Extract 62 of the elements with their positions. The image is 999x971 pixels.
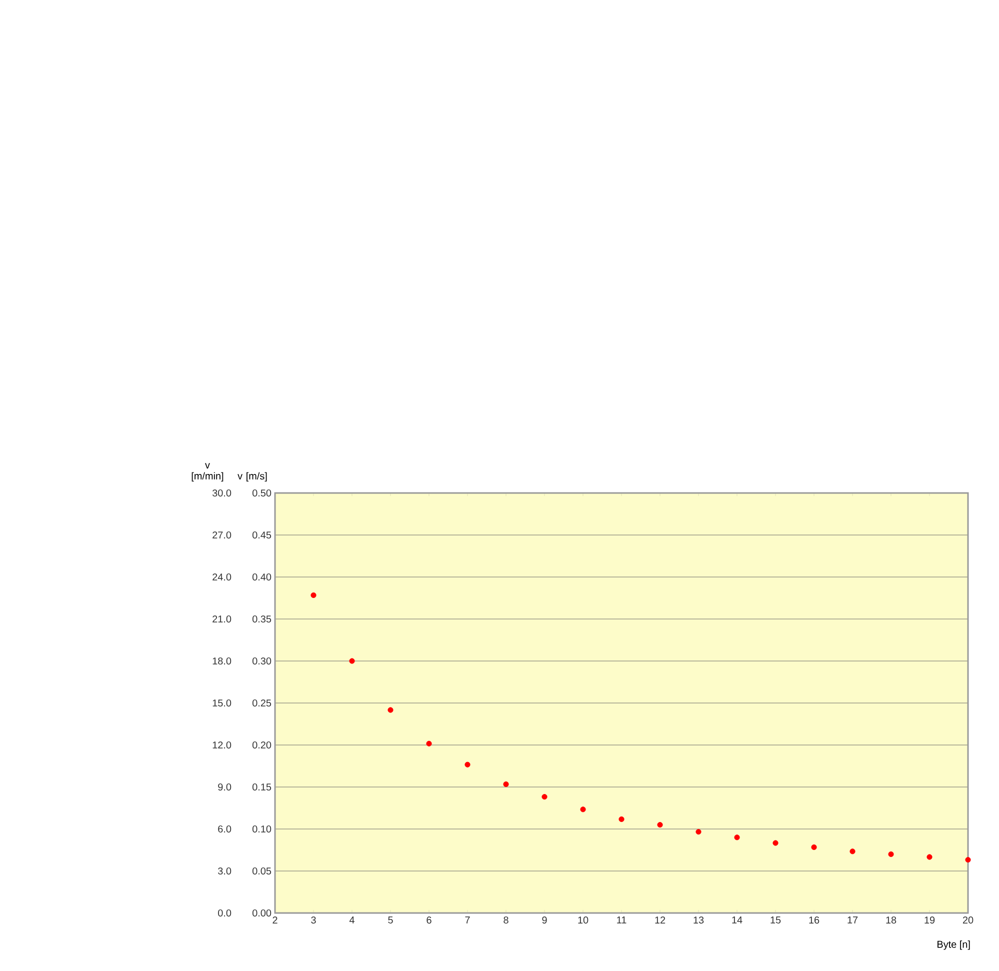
y-tick-label: 3.0 <box>218 867 232 875</box>
y2-tick-label: 0.40 <box>252 573 272 581</box>
x-tick-label: 5 <box>388 916 393 924</box>
y2-tick-label: 0.45 <box>252 531 272 539</box>
x-tick-label: 10 <box>578 916 588 924</box>
point <box>811 844 817 850</box>
y-tick-label: 27.0 <box>212 531 232 539</box>
x-tick-label: 6 <box>426 916 432 924</box>
y2-tick-label: 0.30 <box>252 657 272 665</box>
y2-tick-label: 0.25 <box>252 699 272 707</box>
x-tick-label: 2 <box>272 916 278 924</box>
point <box>734 834 740 840</box>
x-tick-label: 18 <box>886 916 896 924</box>
x-tick-label: 12 <box>655 916 666 924</box>
y-tick-label: 15.0 <box>212 699 232 707</box>
y-axis-title: v [m/min] <box>192 463 224 482</box>
y2-tick-label: 0.35 <box>252 615 272 623</box>
y-tick-label: 21.0 <box>212 615 232 623</box>
x-tick-label: 15 <box>770 916 781 924</box>
x-tick-label: 14 <box>732 916 742 924</box>
point <box>696 829 702 835</box>
y2-tick-label: 0.10 <box>252 825 272 833</box>
y2-axis-title: v [m/s] <box>238 472 267 482</box>
point <box>388 707 394 713</box>
y2-tick-label: 0.00 <box>252 909 272 917</box>
x-tick-label: 9 <box>542 916 547 924</box>
y2-tick-label: 0.05 <box>252 867 272 875</box>
x-tick-label: 4 <box>349 916 354 924</box>
x-tick-label: 19 <box>924 916 935 924</box>
point <box>772 840 778 846</box>
x-axis-title: Byte [n] <box>938 940 970 950</box>
point <box>426 740 432 746</box>
y-tick-label: 6.0 <box>218 825 232 833</box>
point <box>888 851 894 857</box>
x-tick-label: 7 <box>465 916 470 924</box>
point <box>542 794 548 800</box>
point <box>965 857 971 863</box>
y-tick-label: 12.0 <box>212 741 232 749</box>
y-tick-label: 9.0 <box>218 783 232 791</box>
y2-tick-label: 0.20 <box>252 741 272 749</box>
x-tick-label: 13 <box>694 916 704 924</box>
y-tick-label: 24.0 <box>212 573 232 581</box>
point <box>310 592 316 598</box>
x-tick-label: 17 <box>848 916 858 924</box>
point <box>464 762 470 768</box>
point <box>580 806 586 812</box>
point <box>657 822 663 828</box>
y-tick-label: 30.0 <box>212 489 232 497</box>
point <box>503 781 509 787</box>
y-tick-label: 0.0 <box>218 909 232 917</box>
point <box>618 816 624 822</box>
x-tick-label: 16 <box>809 916 820 924</box>
x-tick-label: 20 <box>962 916 974 924</box>
point <box>349 658 355 664</box>
x-tick-label: 11 <box>617 916 626 924</box>
y2-tick-label: 0.15 <box>252 783 272 791</box>
x-tick-label: 3 <box>311 916 316 924</box>
point <box>926 854 932 860</box>
x-tick-label: 8 <box>504 916 508 924</box>
point <box>850 848 856 854</box>
y2-tick-label: 0.50 <box>252 489 272 497</box>
y-tick-label: 18.0 <box>212 657 232 665</box>
